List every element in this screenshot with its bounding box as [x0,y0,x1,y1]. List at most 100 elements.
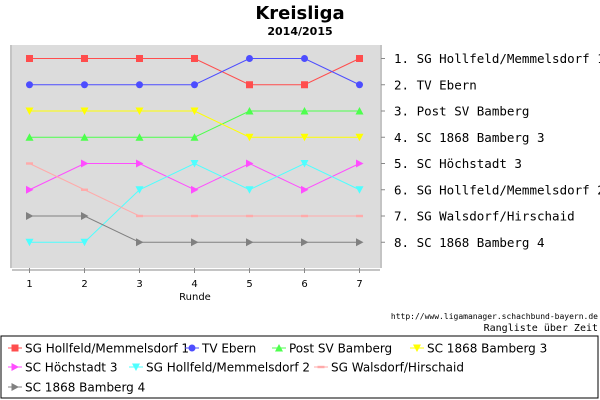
data-point [136,81,143,89]
x-tick-label: 7 [356,279,362,290]
data-point [191,55,198,62]
data-point [26,185,34,194]
data-point [26,212,34,220]
data-point [301,55,308,62]
data-point [190,107,199,115]
rank-label: 4. SC 1868 Bamberg 3 [394,130,545,145]
rank-labels: 1. SG Hollfeld/Memmelsdorf 1 2. TV Ebern 3… [381,51,600,250]
data-point [80,133,89,141]
legend-marker [317,365,325,369]
data-point [245,133,254,142]
data-point [191,81,198,89]
data-point [135,133,144,141]
rank-label: 2. TV Ebern [394,77,477,92]
legend-item: Post SV Bamberg [272,342,392,356]
data-point [301,185,309,194]
data-point [356,214,363,218]
data-point [246,81,253,89]
data-point [136,214,143,218]
legend-marker [11,363,19,371]
legend-item: SC 1868 Bamberg 4 [8,381,145,395]
x-tick-label: 4 [191,279,197,290]
data-point [26,162,33,165]
legend-item: SG Hollfeld/Memmelsdorf 2 [129,361,310,375]
legend-item: SG Walsdorf/Hirschaid [314,361,464,375]
legend-label: SG Walsdorf/Hirschaid [331,361,464,375]
legend-marker [11,383,19,391]
legend-marker [132,363,140,371]
series-layer [25,55,364,247]
legend-label: SG Hollfeld/Memmelsdorf 1 [25,342,189,356]
legend-marker [413,344,421,352]
data-point [25,107,34,115]
data-point [356,81,363,89]
data-point [356,238,364,247]
data-point [246,159,254,168]
x-axis-label: Runde [179,292,211,303]
data-point [26,81,33,89]
legend-label: SC 1868 Bamberg 4 [25,381,145,395]
legend-marker [11,344,19,352]
source-url: http://www.ligamanager.schachbund-bayern… [391,312,598,321]
x-tick-label: 3 [136,279,142,290]
x-axis-ticks: 1 2 3 4 5 6 7 [26,268,363,290]
data-point [80,107,89,115]
chart-title: Kreisliga [255,3,344,24]
legend: SG Hollfeld/Memmelsdorf 1 TV Ebern Post SV… [8,342,547,395]
x-tick-label: 2 [81,279,87,290]
data-point [25,133,34,141]
data-point [26,55,33,62]
legend-item: SG Hollfeld/Memmelsdorf 1 [8,342,189,356]
data-point [245,107,254,115]
legend-item: TV Ebern [185,342,256,356]
data-point [191,185,199,194]
x-tick-label: 1 [26,279,32,290]
footnote: Rangliste über Zeit [484,323,598,334]
data-point [80,238,89,247]
rank-label: 3. Post SV Bamberg [394,104,529,119]
data-point [81,81,88,89]
data-point [301,214,308,218]
rank-label: 8. SC 1868 Bamberg 4 [394,235,545,250]
legend-label: TV Ebern [201,342,256,356]
data-point [135,107,144,115]
legend-item: SC 1868 Bamberg 3 [410,342,547,356]
data-point [301,238,309,247]
data-point [356,55,363,62]
legend-marker [188,344,196,352]
data-point [246,55,253,62]
chart-subtitle: 2014/2015 [267,25,332,38]
x-tick-label: 5 [246,279,252,290]
data-point [300,160,309,168]
data-point [81,159,89,168]
data-point [136,238,144,247]
data-point [81,188,88,191]
data-point [191,238,199,247]
rank-label: 5. SC Höchstadt 3 [394,156,522,171]
legend-item: SC Höchstadt 3 [8,361,117,375]
rank-label: 6. SG Hollfeld/Memmelsdorf 2 [394,182,600,197]
data-point [356,159,364,168]
data-point [81,55,88,62]
x-tick-label: 6 [301,279,307,290]
data-point [355,133,364,142]
data-point [191,214,198,218]
data-point [300,133,309,142]
rank-label: 7. SG Walsdorf/Hirschaid [394,209,575,224]
data-point [246,214,253,218]
legend-label: SC 1868 Bamberg 3 [427,342,547,356]
legend-box [0,335,599,399]
legend-label: Post SV Bamberg [289,342,392,356]
data-point [81,212,89,220]
legend-label: SC Höchstadt 3 [25,361,117,375]
data-point [246,238,254,247]
data-point [25,238,34,247]
data-point [136,159,144,168]
plot-background [12,45,380,268]
legend-marker [275,344,283,352]
rank-label: 1. SG Hollfeld/Memmelsdorf 1 [394,51,600,66]
data-point [355,107,364,115]
legend-label: SG Hollfeld/Memmelsdorf 2 [146,361,310,375]
data-point [301,81,308,89]
